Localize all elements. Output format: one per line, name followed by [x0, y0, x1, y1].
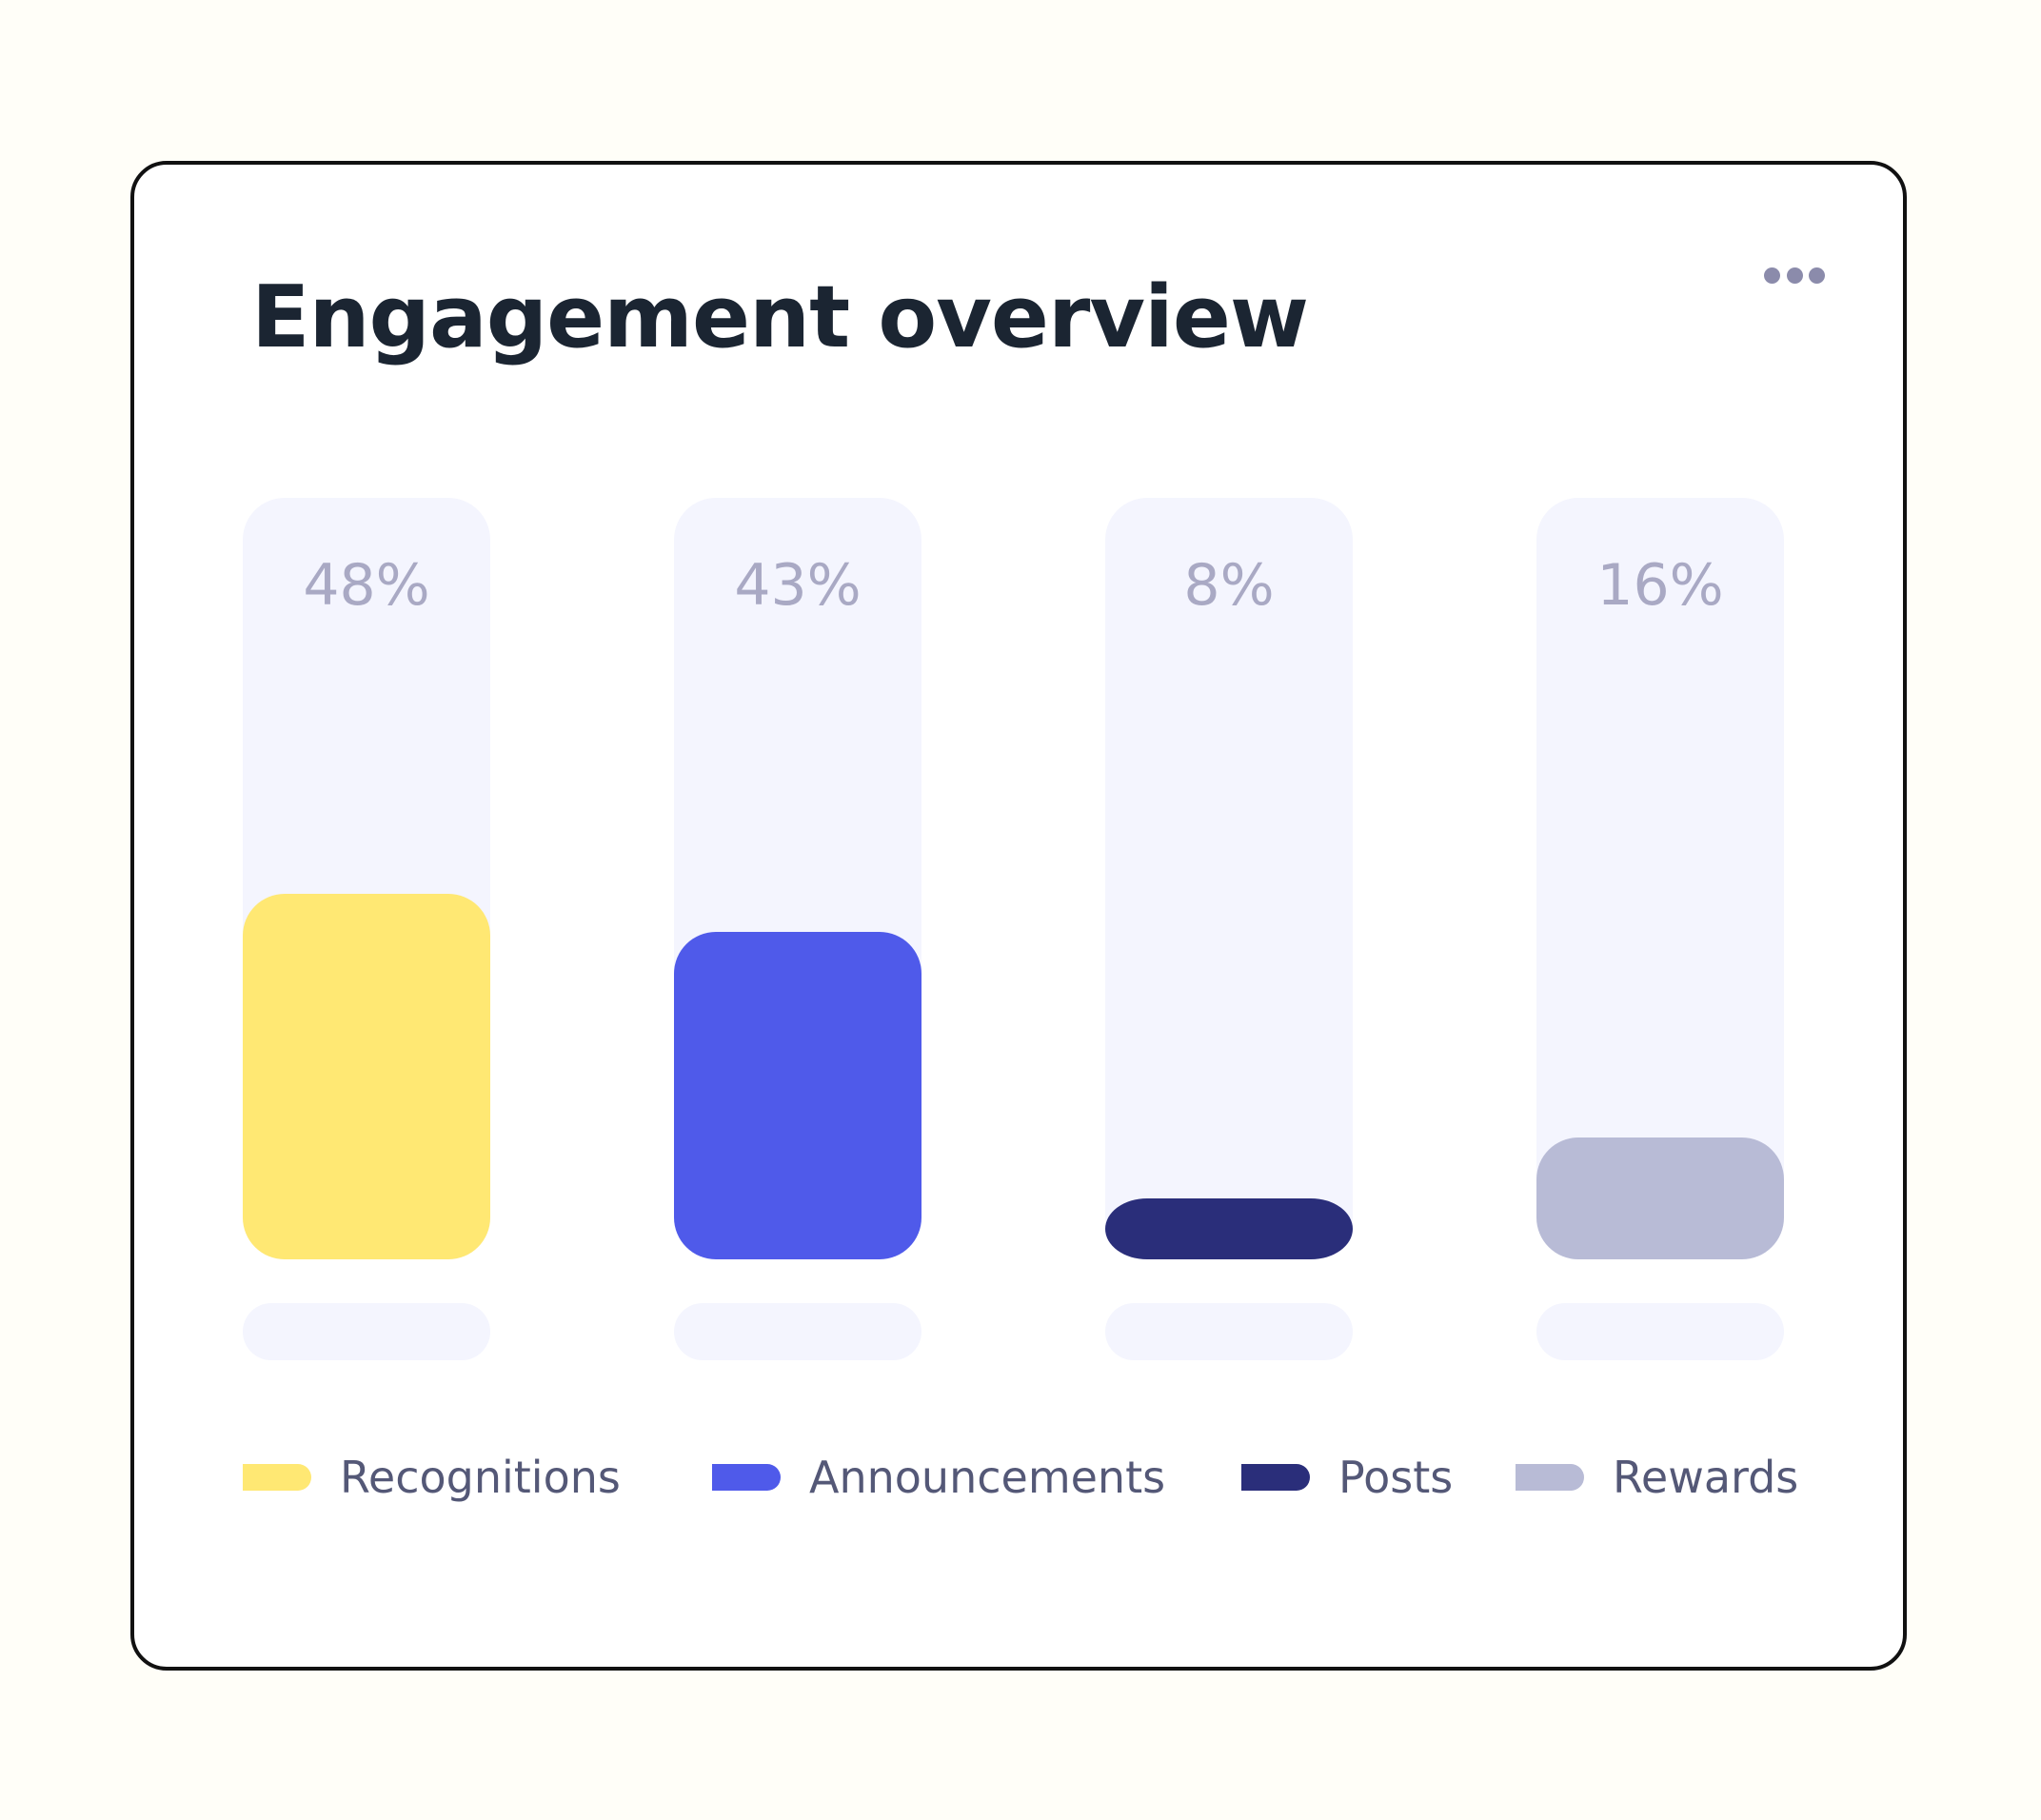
legend-swatch-posts	[1241, 1464, 1310, 1491]
legend-swatch-announcements	[712, 1464, 781, 1491]
bar-placeholder-pill	[674, 1303, 921, 1360]
legend-swatch-recognitions	[243, 1464, 311, 1491]
value-label-rewards: 16%	[1596, 552, 1723, 619]
bar-placeholder-pill	[1105, 1303, 1353, 1360]
legend-swatch-rewards	[1516, 1464, 1584, 1491]
more-options-icon[interactable]	[1764, 260, 1825, 290]
engagement-bar-chart: 48% 43% 8% 16%	[243, 498, 1784, 1360]
menu-dot	[1809, 267, 1825, 284]
value-label-recognitions: 48%	[303, 552, 429, 619]
bar-posts[interactable]	[1105, 1198, 1353, 1259]
legend-label-posts: Posts	[1338, 1452, 1454, 1503]
value-label-announcements: 43%	[734, 552, 861, 619]
bar-track-posts	[1105, 498, 1353, 1259]
bar-track-rewards	[1536, 498, 1784, 1259]
engagement-card: Engagement overview 48% 43% 8% 16% Recognit…	[130, 161, 1907, 1671]
legend-item-posts: Posts	[1241, 1452, 1453, 1503]
bar-announcements[interactable]	[674, 932, 921, 1259]
bar-placeholder-pill	[243, 1303, 490, 1360]
legend-item-rewards: Rewards	[1516, 1452, 1798, 1503]
legend-item-recognitions: Recognitions	[243, 1452, 621, 1503]
menu-dot	[1786, 267, 1803, 284]
legend-label-rewards: Rewards	[1613, 1452, 1799, 1503]
bar-recognitions[interactable]	[243, 894, 490, 1259]
bar-rewards[interactable]	[1536, 1138, 1784, 1259]
value-label-posts: 8%	[1183, 552, 1274, 619]
legend-item-announcements: Announcements	[712, 1452, 1165, 1503]
legend-label-recognitions: Recognitions	[340, 1452, 621, 1503]
bar-placeholder-pill	[1536, 1303, 1784, 1360]
menu-dot	[1764, 267, 1780, 284]
legend-label-announcements: Announcements	[809, 1452, 1166, 1503]
card-title: Engagement overview	[251, 267, 1309, 367]
